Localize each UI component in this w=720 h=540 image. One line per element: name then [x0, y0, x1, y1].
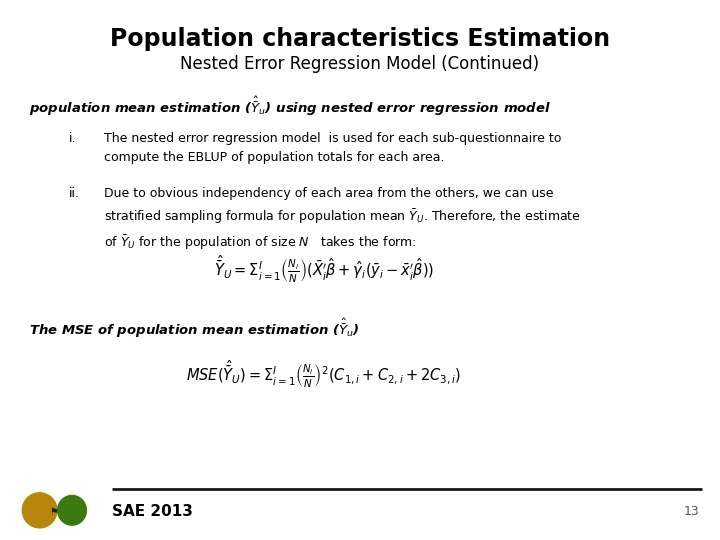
Text: The MSE of population mean estimation ($\hat{\bar{Y}}_u$): The MSE of population mean estimation ($…: [29, 316, 359, 340]
Text: $\hat{\bar{Y}}_{U} = \Sigma_{i=1}^{I}\left(\frac{N_i}{N}\right)(\bar{X}_i^{\prim: $\hat{\bar{Y}}_{U} = \Sigma_{i=1}^{I}\le…: [214, 254, 434, 285]
Ellipse shape: [58, 496, 86, 525]
Text: 13: 13: [684, 505, 700, 518]
Text: Nested Error Regression Model (Continued): Nested Error Regression Model (Continued…: [181, 55, 539, 73]
Text: ii.: ii.: [68, 187, 79, 200]
Text: Population characteristics Estimation: Population characteristics Estimation: [110, 27, 610, 51]
Text: $MSE(\hat{\bar{Y}}_U) = \Sigma_{i=1}^{I}\left(\frac{N_i}{N}\right)^2(C_{1,i} + C: $MSE(\hat{\bar{Y}}_U) = \Sigma_{i=1}^{I}…: [186, 359, 462, 390]
Text: The nested error regression model  is used for each sub-questionnaire to
compute: The nested error regression model is use…: [104, 132, 562, 164]
Text: SAE 2013: SAE 2013: [112, 504, 192, 519]
Text: i.: i.: [68, 132, 76, 145]
Text: Due to obvious independency of each area from the others, we can use
stratified : Due to obvious independency of each area…: [104, 187, 581, 252]
Text: population mean estimation ($\hat{\bar{Y}}_u$) using nested error regression mod: population mean estimation ($\hat{\bar{Y…: [29, 94, 551, 118]
Text: ⚑: ⚑: [50, 507, 58, 517]
Ellipse shape: [22, 492, 57, 528]
